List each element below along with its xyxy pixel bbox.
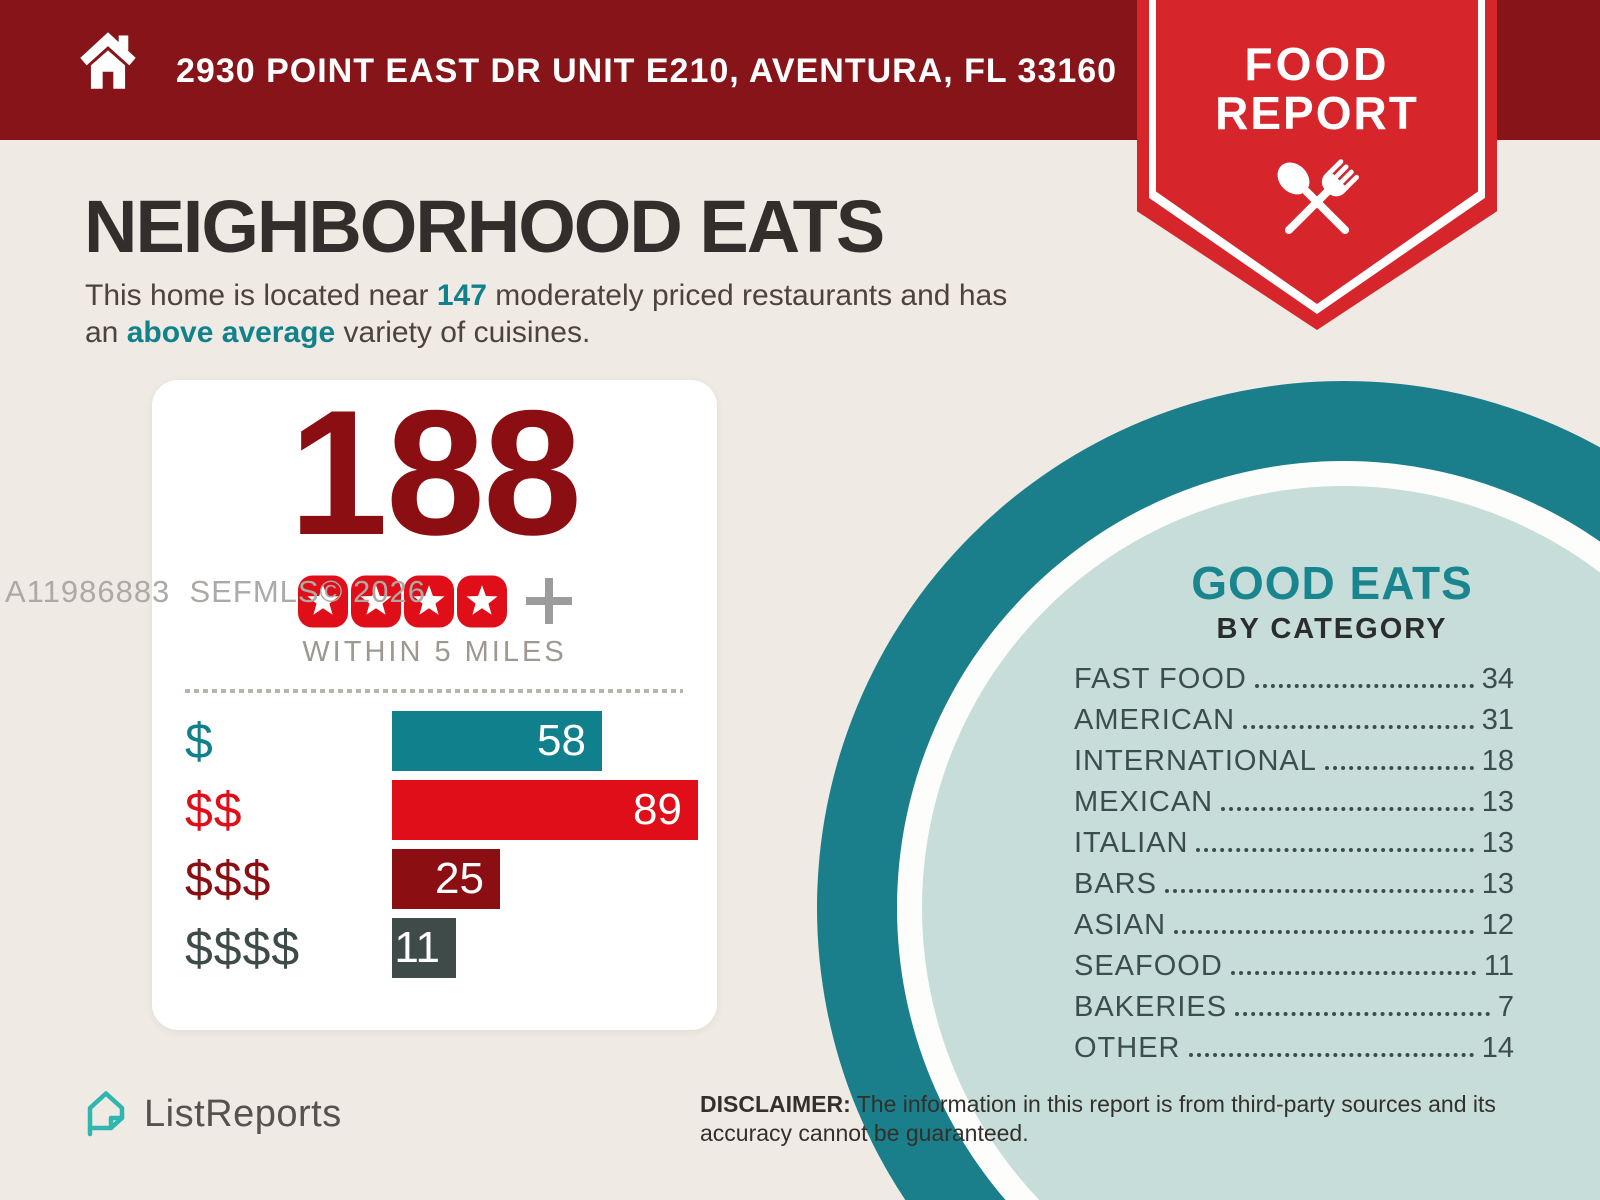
ribbon-title-food: FOOD	[1244, 38, 1390, 90]
price-row: $ 58	[152, 711, 717, 771]
category-label: OTHER	[1074, 1032, 1181, 1064]
category-label: AMERICAN	[1074, 704, 1236, 736]
dotted-leader	[1324, 766, 1474, 770]
mls-watermark: A11986883 SEFMLS© 2026	[5, 574, 426, 609]
dotted-leader	[1174, 930, 1474, 934]
price-bar-value: 11	[394, 923, 440, 972]
star-badge-icon	[456, 575, 507, 628]
price-row: $$$ 25	[152, 849, 717, 909]
category-value: 13	[1481, 827, 1514, 859]
price-level-label: $$$	[185, 851, 272, 907]
category-value: 18	[1481, 745, 1514, 777]
price-level-label: $$$$	[185, 920, 301, 976]
total-restaurants-number: 188	[289, 373, 582, 572]
price-bar-value: 25	[435, 854, 484, 903]
category-row: SEAFOOD 11	[1074, 943, 1514, 984]
category-list: FAST FOOD 34 AMERICAN 31 INTERNATIONAL 1…	[1074, 656, 1514, 1066]
category-row: AMERICAN 31	[1074, 697, 1514, 738]
category-row: ASIAN 12	[1074, 902, 1514, 943]
dotted-leader	[1230, 971, 1476, 975]
star-badge-icon	[297, 575, 348, 628]
star-badge-icon	[403, 575, 454, 628]
category-row: MEXICAN 13	[1074, 779, 1514, 820]
price-level-chart: $ 58 $$ 89 $$$ 25 $$$$ 11	[152, 711, 717, 978]
food-report-ribbon: FOOD REPORT	[1137, 0, 1497, 330]
category-value: 7	[1497, 991, 1514, 1023]
dotted-leader	[1254, 684, 1474, 688]
star-badge-icon	[350, 575, 401, 628]
good-eats-subtitle: BY CATEGORY	[1216, 613, 1448, 645]
restaurant-stats-card: 188 WITHIN 5 MILES $ 58 $$ 89 $$$ 25	[152, 380, 717, 1030]
price-row: $$ 89	[152, 780, 717, 840]
dotted-leader	[1235, 1012, 1490, 1016]
category-value: 14	[1481, 1032, 1514, 1064]
category-value: 11	[1483, 950, 1514, 982]
category-label: ITALIAN	[1074, 827, 1189, 859]
intro-text: This home is located near 147 moderately…	[85, 279, 1008, 349]
restaurant-count: 147	[436, 279, 487, 312]
dotted-leader	[1221, 807, 1474, 811]
property-address: 2930 POINT EAST DR UNIT E210, AVENTURA, …	[176, 52, 1118, 90]
category-value: 31	[1481, 704, 1514, 736]
listreports-logo: ListReports	[82, 1088, 342, 1140]
dotted-leader	[1196, 848, 1474, 852]
category-row: OTHER 14	[1074, 1025, 1514, 1066]
category-value: 13	[1481, 868, 1514, 900]
price-level-label: $	[185, 713, 214, 769]
category-value: 12	[1481, 909, 1514, 941]
ribbon-title-report: REPORT	[1215, 87, 1419, 139]
dotted-leader	[1243, 725, 1474, 729]
category-label: MEXICAN	[1074, 786, 1214, 818]
category-label: ASIAN	[1074, 909, 1167, 941]
price-bar: 89	[392, 780, 698, 840]
category-row: BAKERIES 7	[1074, 984, 1514, 1025]
price-level-label: $$	[185, 782, 243, 838]
dashed-divider	[185, 689, 683, 693]
category-row: ITALIAN 13	[1074, 820, 1514, 861]
crossed-spoon-fork-icon	[1137, 152, 1497, 257]
category-label: INTERNATIONAL	[1074, 745, 1317, 777]
good-eats-title: GOOD EATS	[1191, 557, 1473, 609]
listreports-wordmark: ListReports	[144, 1092, 342, 1135]
dotted-leader	[1188, 1053, 1474, 1057]
listreports-house-icon	[82, 1088, 130, 1140]
category-label: SEAFOOD	[1074, 950, 1223, 982]
price-bar: 58	[392, 711, 602, 771]
within-miles-label: WITHIN 5 MILES	[302, 636, 567, 668]
category-label: BARS	[1074, 868, 1157, 900]
category-row: BARS 13	[1074, 861, 1514, 902]
category-value: 13	[1481, 786, 1514, 818]
category-row: INTERNATIONAL 18	[1074, 738, 1514, 779]
price-bar-value: 58	[537, 716, 586, 765]
star-row	[152, 574, 717, 628]
price-bar-value: 89	[633, 785, 682, 834]
home-icon	[76, 28, 140, 92]
dotted-leader	[1164, 889, 1474, 893]
price-bar: 11	[392, 918, 456, 978]
plus-icon	[525, 578, 572, 624]
category-value: 34	[1481, 663, 1514, 695]
category-label: BAKERIES	[1074, 991, 1228, 1023]
disclaimer-text: DISCLAIMER: The information in this repo…	[700, 1091, 1496, 1146]
price-row: $$$$ 11	[152, 918, 717, 978]
price-bar: 25	[392, 849, 500, 909]
variety-highlight: above average	[126, 316, 336, 349]
category-label: FAST FOOD	[1074, 663, 1247, 695]
category-row: FAST FOOD 34	[1074, 656, 1514, 697]
page-title: NEIGHBORHOOD EATS	[84, 185, 885, 268]
